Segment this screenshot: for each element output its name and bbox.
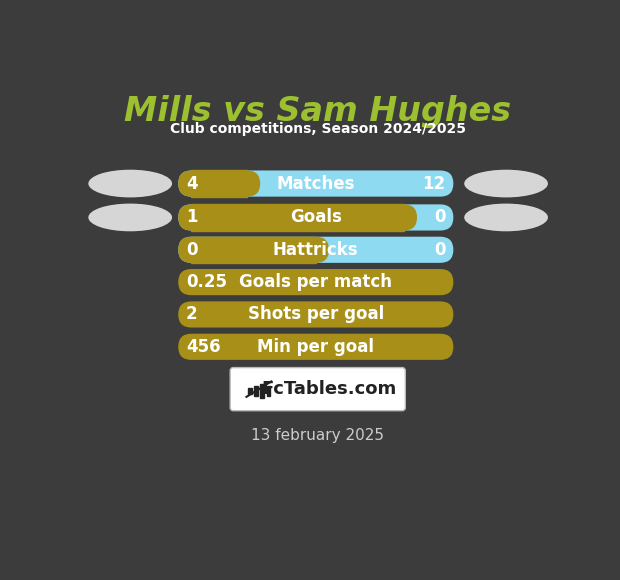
FancyBboxPatch shape <box>179 237 329 263</box>
Bar <box>192 171 247 197</box>
Bar <box>248 387 252 394</box>
Text: 12: 12 <box>422 175 446 193</box>
FancyBboxPatch shape <box>179 269 453 295</box>
Text: Goals per match: Goals per match <box>239 273 392 291</box>
FancyBboxPatch shape <box>179 334 453 360</box>
Text: Hattricks: Hattricks <box>273 241 358 259</box>
Bar <box>192 204 404 230</box>
FancyBboxPatch shape <box>179 302 453 328</box>
Bar <box>260 384 264 398</box>
FancyBboxPatch shape <box>230 368 405 411</box>
FancyBboxPatch shape <box>179 204 453 230</box>
FancyBboxPatch shape <box>179 171 453 197</box>
Text: Mills vs Sam Hughes: Mills vs Sam Hughes <box>124 95 512 128</box>
Ellipse shape <box>464 204 548 231</box>
Text: 13 february 2025: 13 february 2025 <box>251 427 384 443</box>
Ellipse shape <box>88 170 172 197</box>
Bar <box>254 386 258 396</box>
FancyBboxPatch shape <box>179 204 417 230</box>
Text: Goals: Goals <box>290 208 342 226</box>
Text: Matches: Matches <box>277 175 355 193</box>
Text: 4: 4 <box>186 175 198 193</box>
Bar <box>192 237 316 263</box>
Text: Shots per goal: Shots per goal <box>247 306 384 324</box>
Text: 456: 456 <box>186 338 221 356</box>
Text: Min per goal: Min per goal <box>257 338 374 356</box>
FancyBboxPatch shape <box>179 171 260 197</box>
Ellipse shape <box>464 170 548 197</box>
Text: 2: 2 <box>186 306 198 324</box>
Text: 0: 0 <box>186 241 198 259</box>
Text: 0.25: 0.25 <box>186 273 227 291</box>
Text: Club competitions, Season 2024/2025: Club competitions, Season 2024/2025 <box>170 122 466 136</box>
Bar <box>267 386 270 396</box>
Text: FcTables.com: FcTables.com <box>262 380 397 398</box>
Text: 0: 0 <box>434 241 446 259</box>
Text: 1: 1 <box>186 208 198 226</box>
FancyBboxPatch shape <box>179 237 453 263</box>
Text: 0: 0 <box>434 208 446 226</box>
Ellipse shape <box>88 204 172 231</box>
